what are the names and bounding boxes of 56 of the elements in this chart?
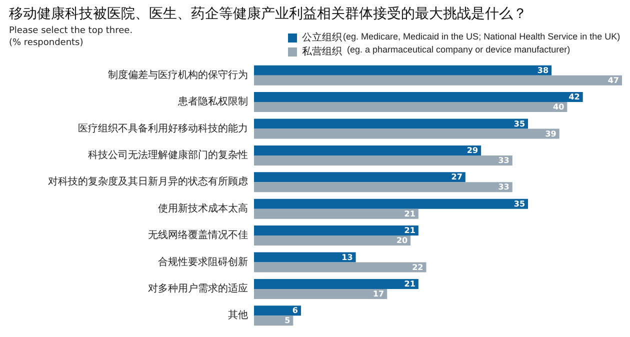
bar (254, 262, 426, 272)
bar (254, 236, 411, 246)
legend-label: 公立组织 (302, 32, 342, 44)
text: Please select the top three. (% respondents) (9, 26, 133, 48)
data-label: 6 (292, 306, 298, 316)
y-tick-label: 无线网络覆盖情况不佳 (148, 229, 248, 242)
bar (254, 278, 418, 289)
data-label: 29 (466, 146, 478, 155)
data-label: 33 (498, 182, 510, 192)
bar (254, 172, 466, 182)
bar (254, 102, 568, 112)
bar (254, 182, 512, 192)
text: (eg. Medicare, Medicaid in the US; National Health Service in the UK) (343, 32, 620, 42)
bar (254, 306, 301, 316)
legend-label: 私营组织 (302, 46, 342, 58)
y-tick-label: 对科技的复杂度及其日新月异的状态有所顾虑 (48, 176, 248, 188)
data-label: 35 (514, 199, 526, 208)
data-label: 17 (372, 289, 384, 298)
data-label: 20 (396, 236, 408, 246)
bar (254, 75, 622, 86)
y-tick-label: 制度偏差与医疗机构的保守行为 (108, 68, 248, 81)
bar (254, 118, 528, 129)
bar (254, 288, 388, 299)
data-label: 39 (545, 129, 557, 138)
data-label: 22 (412, 262, 424, 272)
y-tick-label: 其他 (228, 309, 248, 322)
bar (254, 92, 583, 102)
bar (254, 226, 418, 236)
data-label: 33 (498, 156, 510, 165)
bar (254, 208, 418, 219)
bar (254, 316, 294, 326)
data-label: 27 (451, 172, 462, 182)
chart-title: 移动健康科技被医院、医生、药企等健康产业利益相关群体接受的最大挑战是什么？ (9, 6, 527, 22)
text: (eg. a pharmaceutical company or device manufacturer) (347, 44, 570, 54)
y-tick-label: 医疗组织不具备利用好移动科技的能力 (78, 122, 248, 134)
bar (254, 128, 560, 139)
y-tick-label: 患者隐私权限制 (177, 96, 248, 108)
bar (254, 65, 552, 76)
data-label: 40 (553, 102, 565, 112)
bar (254, 198, 528, 209)
data-label: 5 (284, 316, 291, 326)
data-label: 35 (514, 119, 526, 128)
data-label: 13 (342, 252, 353, 262)
data-label: 21 (404, 279, 416, 288)
y-tick-label: 合规性要求阻碍创新 (158, 256, 248, 268)
bar (254, 155, 512, 166)
y-tick-label: 科技公司无法理解健康部门的复杂性 (88, 148, 248, 161)
data-label: 21 (404, 209, 416, 218)
data-label: 42 (568, 92, 580, 102)
data-label: 47 (608, 76, 619, 85)
y-tick-label: 使用新技术成本太高 (158, 202, 248, 214)
bar (254, 252, 356, 262)
y-tick-label: 对多种用户需求的适应 (148, 282, 248, 294)
data-label: 21 (404, 226, 416, 236)
data-label: 38 (537, 66, 549, 75)
bar (254, 145, 482, 156)
